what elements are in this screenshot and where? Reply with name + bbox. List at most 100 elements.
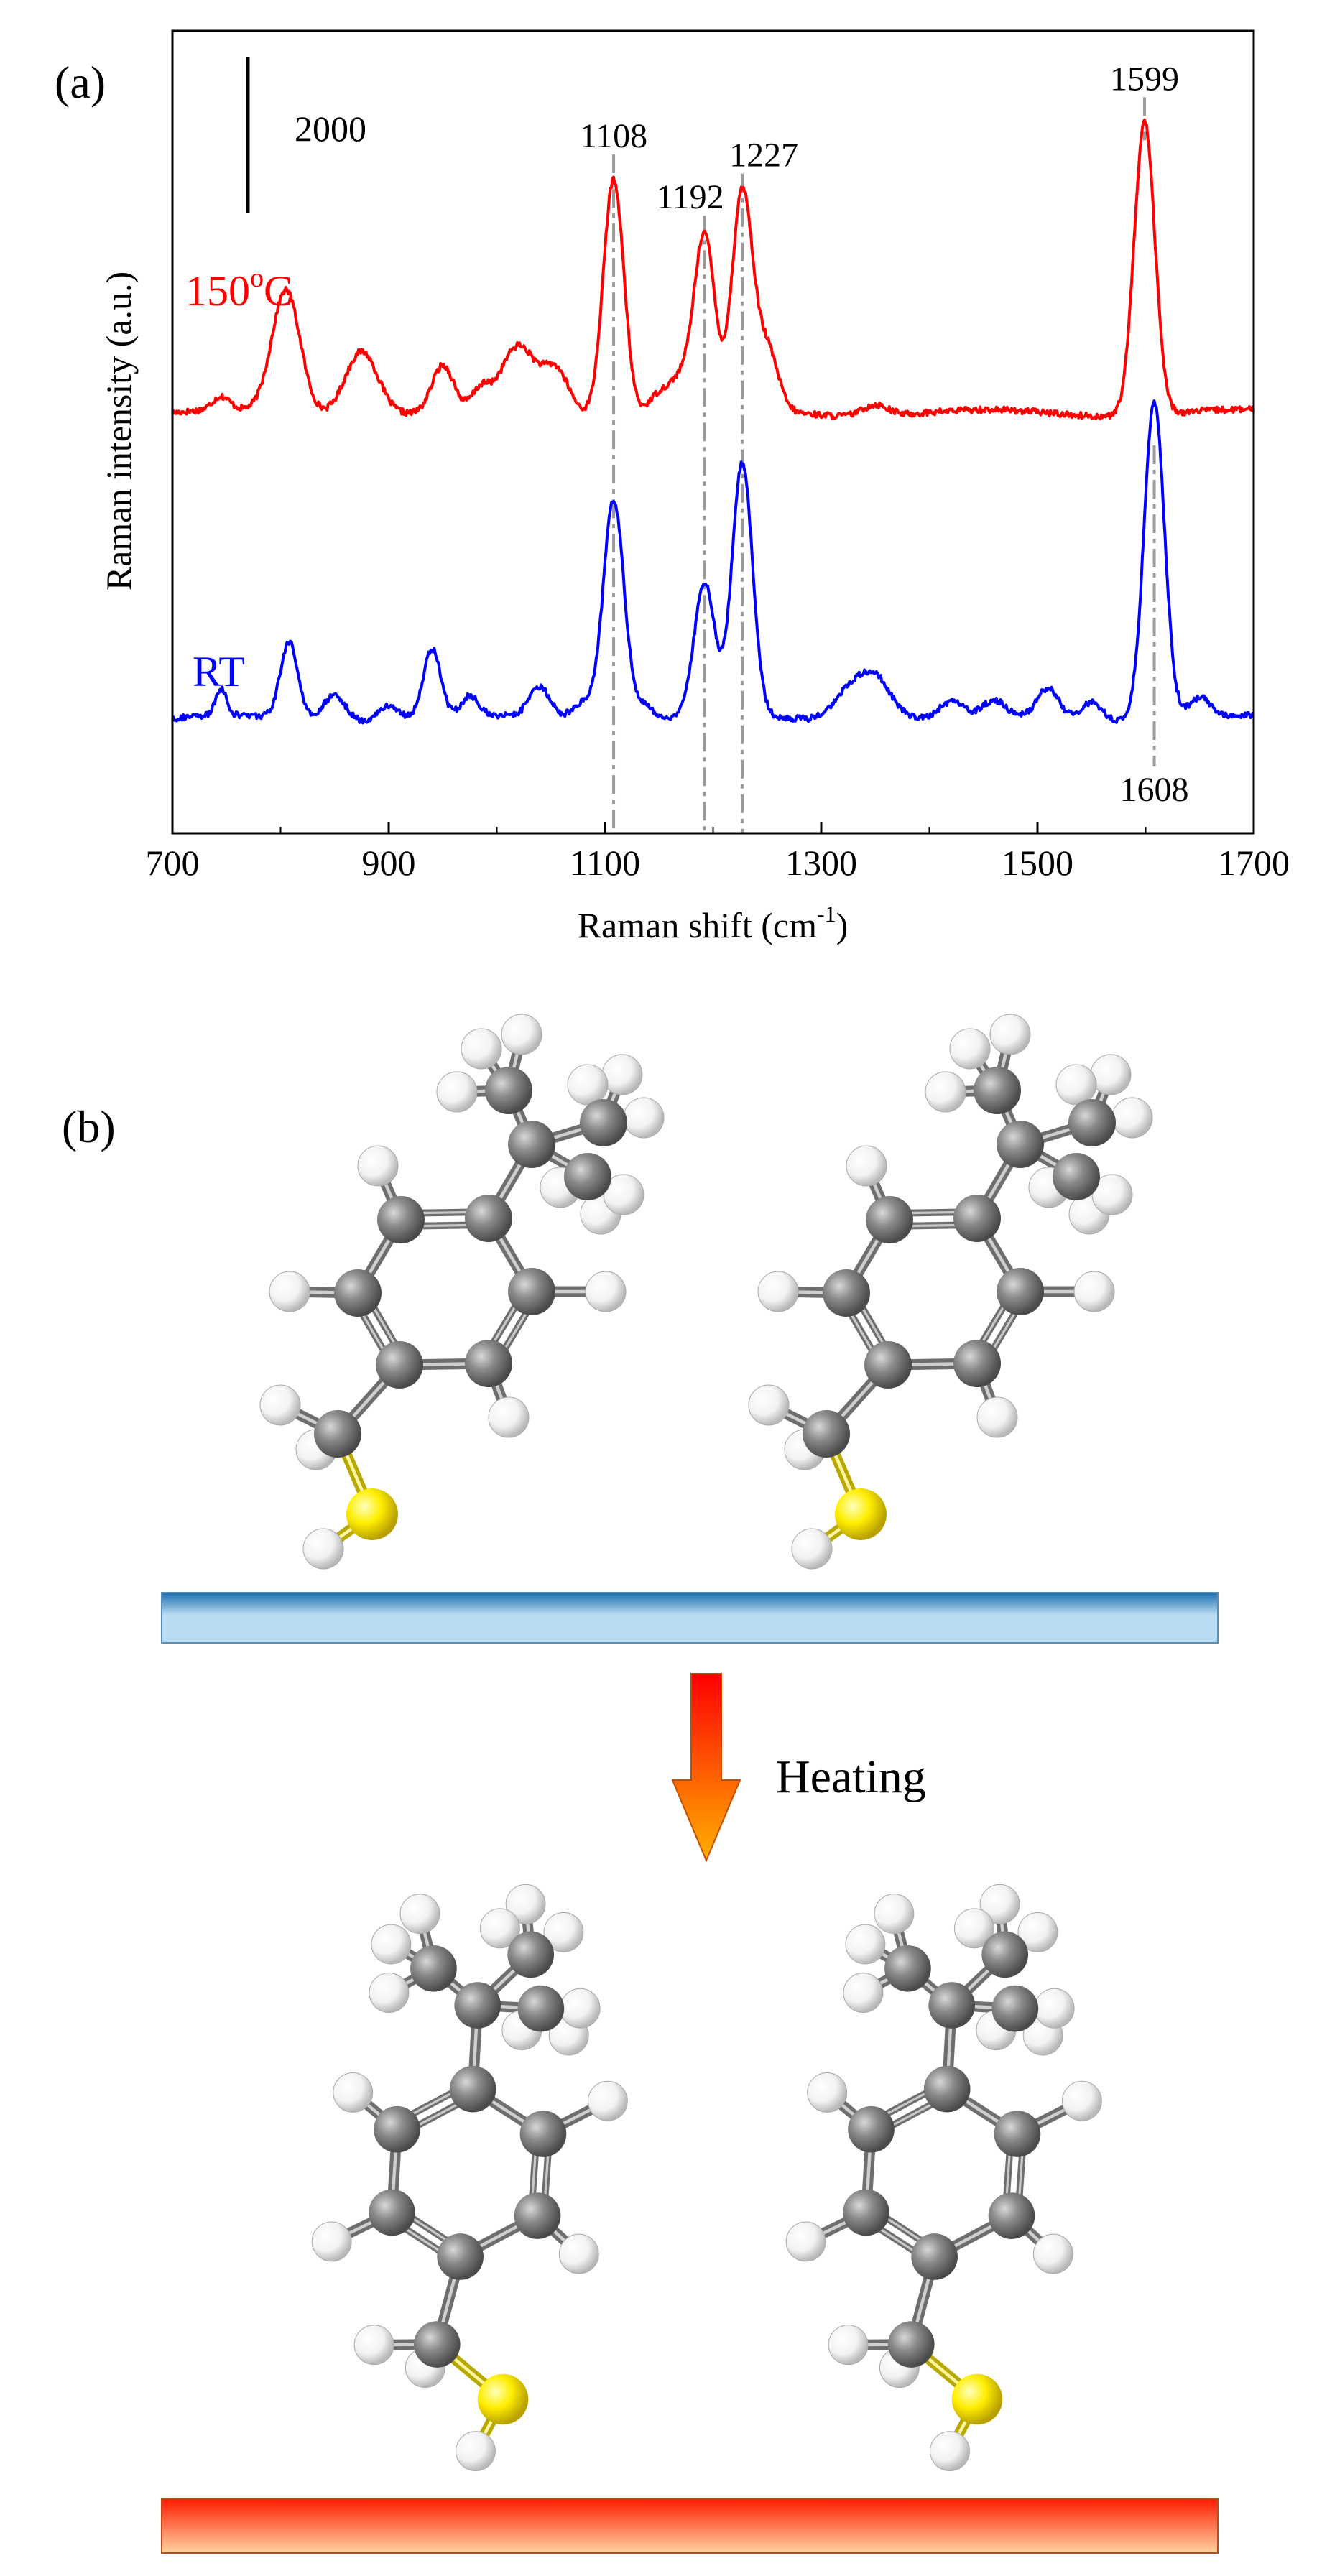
adsorption-diagram: Heating <box>161 1014 1219 2554</box>
carbon-atom <box>369 2189 415 2236</box>
carbon-atom <box>866 1196 913 1243</box>
hydrogen-atom <box>979 1884 1020 1924</box>
series-label-rt: RT <box>193 648 245 695</box>
hydrogen-atom <box>567 1064 609 1106</box>
sulfur-atom <box>951 2373 1003 2425</box>
carbon-atom <box>413 2321 461 2368</box>
hydrogen-atom <box>785 2221 826 2262</box>
hydrogen-atom <box>371 1924 412 1965</box>
raman-chart: 2000 700 900 1100 1300 1500 1700 110811921227… <box>98 29 1290 945</box>
carbon-atom <box>823 1269 870 1317</box>
hydrogen-atom <box>845 1924 886 1965</box>
hydrogen-atom <box>461 1028 502 1070</box>
hydrogen-atom <box>843 1973 884 2014</box>
hydrogen-atom <box>828 2325 869 2366</box>
carbon-atom <box>953 1340 1001 1387</box>
carbon-atom <box>437 2233 484 2280</box>
hydrogen-atom <box>807 2072 848 2113</box>
peak-label-1608: 1608 <box>1120 771 1189 809</box>
carbon-atom <box>508 1121 555 1168</box>
carbon-atom <box>981 1931 1029 1978</box>
hydrogen-atom <box>357 1145 399 1187</box>
carbon-atom <box>911 2233 958 2280</box>
hydrogen-atom <box>587 2080 628 2121</box>
hydrogen-atom <box>505 1884 546 1924</box>
x-tick-label-700: 700 <box>146 843 200 883</box>
carbon-atom <box>376 1341 423 1389</box>
hydrogen-atom <box>369 1973 410 2014</box>
series-line-150c <box>171 118 1255 421</box>
hydrogen-atom <box>1032 2233 1073 2274</box>
hydrogen-atom <box>488 1396 530 1438</box>
carbon-atom <box>974 1067 1021 1114</box>
series-line-rt <box>171 399 1255 725</box>
hydrogen-atom <box>269 1271 310 1312</box>
hydrogen-atom <box>333 2072 374 2113</box>
y-axis-title: Raman intensity (a.u.) <box>98 272 139 590</box>
hydrogen-atom <box>949 1028 991 1070</box>
hydrogen-atom <box>560 1988 601 2029</box>
hydrogen-atom <box>1034 1988 1075 2029</box>
x-axis-title: Raman shift (cm-1) <box>578 901 849 945</box>
carbon-atom <box>507 1931 555 1978</box>
x-tick-label-900: 900 <box>362 843 416 883</box>
molecule-top-left <box>259 1014 665 1570</box>
carbon-atom <box>1053 1153 1100 1200</box>
scale-bar-label: 2000 <box>295 108 366 149</box>
panel-b-label: (b) <box>62 1101 116 1152</box>
hydrogen-atom <box>1061 2080 1102 2121</box>
hydrogen-atom <box>989 1014 1031 1055</box>
hydrogen-atom <box>1073 1271 1115 1312</box>
x-tick-label-1300: 1300 <box>785 843 857 883</box>
hydrogen-atom <box>543 1912 584 1952</box>
carbon-atom <box>988 2192 1035 2239</box>
plot-frame <box>171 29 1255 835</box>
hydrogen-atom <box>603 1174 644 1215</box>
carbon-atom <box>887 2321 935 2368</box>
carbon-atom <box>465 1340 512 1387</box>
carbon-atom <box>997 1121 1044 1168</box>
hydrogen-atom <box>353 2325 394 2366</box>
peak-label-1108: 1108 <box>580 117 647 155</box>
hydrogen-atom <box>874 1894 915 1935</box>
carbon-atom <box>994 2111 1041 2157</box>
molecule-bottom-right <box>785 1884 1102 2472</box>
molecule-top-right <box>748 1014 1153 1570</box>
hydrogen-atom <box>399 1894 440 1935</box>
hydrogen-atom <box>1017 1912 1058 1952</box>
peak-dashed-lines <box>612 97 1156 833</box>
hydrogen-atom <box>1111 1097 1153 1139</box>
hydrogen-atom <box>925 1071 966 1113</box>
carbon-atom <box>465 1195 512 1242</box>
carbon-atom <box>485 1067 532 1114</box>
carbon-atom <box>803 1410 850 1458</box>
carbon-atom <box>843 2189 889 2236</box>
molecule-bottom-left <box>311 1884 628 2472</box>
hydrogen-atom <box>501 1014 542 1055</box>
x-tick-label-1700: 1700 <box>1218 843 1290 883</box>
x-tick-label-1100: 1100 <box>570 843 640 883</box>
hydrogen-atom <box>953 1908 994 1949</box>
carbon-atom <box>580 1099 627 1146</box>
series-label-150: 150oC <box>185 263 292 315</box>
spectra-curves <box>171 118 1255 725</box>
carbon-atom <box>334 1269 382 1317</box>
hydrogen-atom <box>456 2431 496 2472</box>
carbon-atom <box>884 1945 931 1992</box>
hydrogen-atom <box>1090 1054 1132 1095</box>
peak-label-1227: 1227 <box>729 136 798 175</box>
substrate-bottom <box>161 2498 1219 2554</box>
sulfur-atom <box>346 1488 398 1540</box>
carbon-atom <box>564 1153 611 1200</box>
x-tick-label-1500: 1500 <box>1002 843 1073 883</box>
carbon-atom <box>923 2065 971 2113</box>
carbon-atom <box>992 1985 1039 2032</box>
hydrogen-atom <box>1091 1174 1133 1215</box>
hydrogen-atom <box>846 1145 887 1187</box>
carbon-atom <box>1068 1099 1116 1146</box>
carbon-atom <box>997 1268 1044 1315</box>
hydrogen-atom <box>748 1384 790 1426</box>
hydrogen-atom <box>479 1908 520 1949</box>
